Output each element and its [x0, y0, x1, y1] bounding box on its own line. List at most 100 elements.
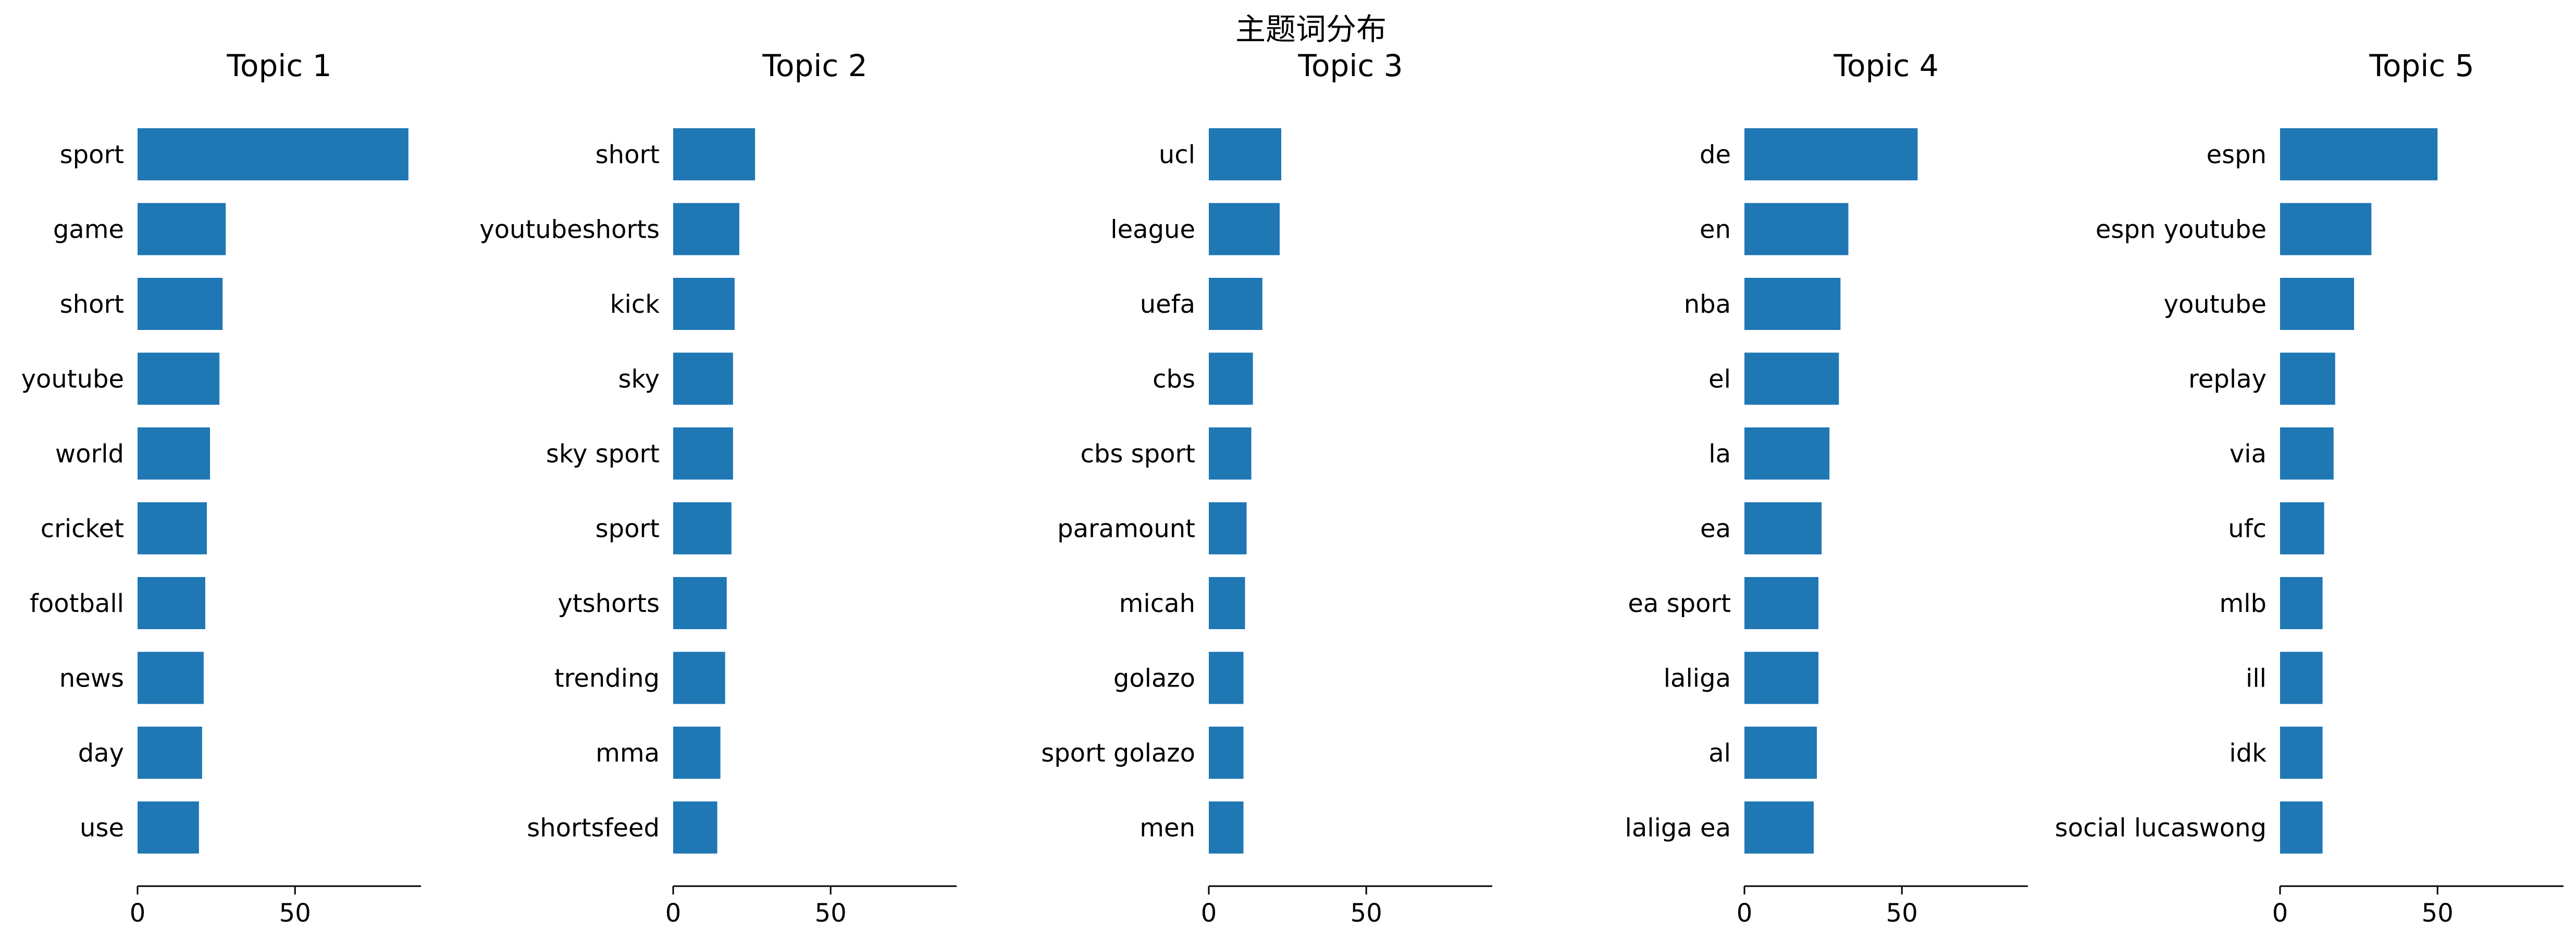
category-label: mma: [596, 739, 660, 768]
bar: [673, 128, 756, 180]
topic-panel-1: Topic 1 sport game short youtube world cricket…: [21, 48, 421, 928]
bar: [1209, 801, 1244, 854]
bar: [138, 502, 207, 555]
x-tick-label: 0: [665, 899, 682, 928]
category-label: youtube: [21, 365, 124, 394]
bar: [673, 577, 727, 629]
bar: [1209, 128, 1282, 180]
panel-title: Topic 5: [2369, 48, 2474, 83]
bar: [1744, 652, 1819, 704]
bar: [673, 427, 733, 480]
category-label: trending: [554, 664, 660, 693]
bar: [1209, 727, 1244, 779]
bar: [1744, 577, 1819, 629]
bar: [1209, 652, 1244, 704]
bar: [673, 652, 725, 704]
category-label: cbs sport: [1080, 439, 1195, 469]
bar: [2280, 727, 2323, 779]
x-tick-label: 50: [815, 899, 847, 928]
category-label: shortsfeed: [527, 814, 660, 843]
category-label: use: [80, 814, 124, 843]
category-label: league: [1110, 215, 1195, 244]
category-label: short: [596, 140, 660, 169]
bar: [1744, 128, 1918, 180]
bar: [138, 801, 199, 854]
x-tick-label: 0: [130, 899, 146, 928]
category-label: cricket: [41, 514, 124, 544]
category-label: cbs: [1153, 365, 1195, 394]
category-label: game: [53, 215, 124, 244]
x-tick-label: 50: [1886, 899, 1918, 928]
category-label: football: [30, 589, 124, 618]
category-label: espn: [2207, 140, 2267, 169]
category-label: ea sport: [1628, 589, 1731, 618]
x-tick-label: 50: [1351, 899, 1382, 928]
bar: [673, 203, 739, 255]
category-label: men: [1140, 814, 1195, 843]
category-label: ufc: [2228, 514, 2267, 544]
x-tick-label: 0: [1201, 899, 1217, 928]
x-tick-label: 0: [2272, 899, 2288, 928]
bar: [2280, 278, 2355, 330]
topic-panel-5: Topic 5 espn espn youtube youtube replay via u…: [2055, 48, 2563, 928]
bar: [673, 502, 732, 555]
category-label: uefa: [1140, 290, 1195, 319]
figure-suptitle: 主题词分布: [1235, 11, 1386, 47]
category-label: golazo: [1113, 664, 1195, 693]
category-label: ytshorts: [558, 589, 660, 618]
category-label: replay: [2188, 365, 2267, 394]
bar: [2280, 352, 2335, 405]
bar: [673, 278, 735, 330]
category-label: ea: [1700, 514, 1731, 544]
x-tick-label: 0: [1737, 899, 1753, 928]
bar: [1744, 727, 1817, 779]
panel-title: Topic 4: [1833, 48, 1938, 83]
topic-panel-3: Topic 3 ucl league uefa cbs cbs sport paramoun…: [1041, 48, 1492, 928]
bar: [673, 801, 717, 854]
category-label: sky sport: [546, 439, 660, 469]
bar: [2280, 128, 2438, 180]
bar: [1744, 801, 1814, 854]
bar: [138, 203, 226, 255]
bar: [1209, 352, 1253, 405]
category-label: sport golazo: [1041, 739, 1195, 768]
panel-title: Topic 3: [1297, 48, 1403, 83]
category-label: sport: [596, 514, 660, 544]
category-label: al: [1708, 739, 1731, 768]
category-label: paramount: [1057, 514, 1195, 544]
category-label: en: [1700, 215, 1731, 244]
category-label: youtubeshorts: [479, 215, 660, 244]
bar: [1209, 427, 1252, 480]
x-tick-label: 50: [2422, 899, 2454, 928]
topic-panel-4: Topic 4 de en nba el la ea ea sport laliga al lali…: [1625, 48, 2028, 928]
bar: [138, 727, 202, 779]
bar: [1744, 352, 1839, 405]
bar: [1209, 203, 1280, 255]
category-label: short: [60, 290, 124, 319]
x-tick-label: 50: [279, 899, 311, 928]
category-label: nba: [1684, 290, 1731, 319]
category-label: laliga: [1664, 664, 1731, 693]
category-label: via: [2230, 439, 2267, 469]
bar: [2280, 502, 2324, 555]
bar: [2280, 427, 2334, 480]
bar: [1744, 203, 1849, 255]
bar: [138, 278, 223, 330]
category-label: kick: [610, 290, 660, 319]
category-label: la: [1708, 439, 1731, 469]
category-label: laliga ea: [1625, 814, 1731, 843]
category-label: ucl: [1159, 140, 1195, 169]
bar: [1744, 278, 1841, 330]
bar: [1209, 502, 1247, 555]
category-label: el: [1708, 365, 1731, 394]
bar: [673, 727, 721, 779]
bar: [1209, 278, 1262, 330]
bar: [1744, 427, 1830, 480]
bar: [1209, 577, 1245, 629]
bar: [138, 352, 220, 405]
category-label: ill: [2246, 664, 2267, 693]
category-label: sport: [60, 140, 124, 169]
bar: [1744, 502, 1822, 555]
